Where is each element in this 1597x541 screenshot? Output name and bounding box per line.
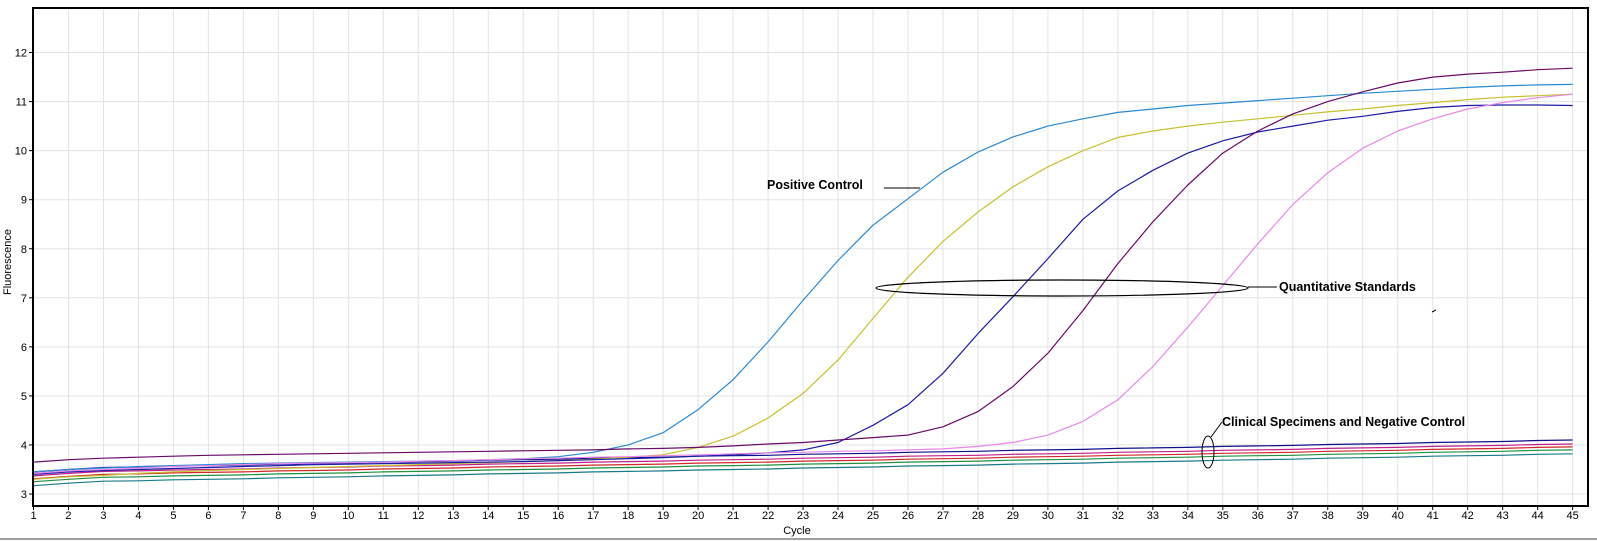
annotation-positive-control-label: Positive Control: [767, 178, 863, 192]
clinical-specimens-ellipse: [1201, 435, 1215, 469]
stray-mark: [1431, 309, 1437, 313]
x-tick-label: 19: [657, 510, 669, 522]
x-tick-label: 32: [1112, 510, 1124, 522]
y-tick-label: 11: [16, 97, 27, 109]
x-tick-label: 6: [205, 510, 211, 522]
annotation-clinical-specimens: Clinical Specimens and Negative Control: [1201, 415, 1465, 469]
x-tick-label: 4: [135, 510, 141, 522]
x-tick-label: 23: [797, 510, 809, 522]
annotation-clinical-specimens-label: Clinical Specimens and Negative Control: [1222, 415, 1465, 429]
series-line-8: [33, 446, 1573, 480]
x-tick-label: 42: [1462, 510, 1474, 522]
x-tick-label: 38: [1322, 510, 1334, 522]
y-tick-label: 7: [21, 293, 27, 305]
x-tick-label: 41: [1427, 510, 1439, 522]
x-tick-label: 30: [1042, 510, 1054, 522]
x-tick-label: 33: [1147, 510, 1159, 522]
series-line-9: [33, 449, 1573, 483]
quantitative-standards-ellipse: [875, 279, 1249, 297]
x-tick-label: 14: [482, 510, 494, 522]
x-tick-label: 39: [1357, 510, 1369, 522]
y-tick-label: 12: [15, 48, 27, 60]
x-tick-label: 7: [240, 510, 246, 522]
x-tick-label: 20: [692, 510, 704, 522]
x-tick-label: 5: [170, 510, 176, 522]
x-tick-label: 18: [622, 510, 634, 522]
x-tick-label: 45: [1566, 510, 1578, 522]
y-tick-label: 3: [21, 489, 27, 501]
x-tick-label: 29: [1007, 510, 1019, 522]
y-axis-title: Fluorescence: [2, 229, 14, 295]
plot-frame: [32, 7, 1589, 507]
series-line-10: [33, 453, 1573, 487]
x-axis-title: Cycle: [783, 525, 811, 537]
x-tick-label: 43: [1497, 510, 1509, 522]
x-tick-label: 11: [378, 510, 389, 522]
x-tick-label: 12: [412, 510, 424, 522]
y-tick-label: 6: [21, 342, 27, 354]
annotation-clinical-specimens-leader: [1210, 421, 1223, 438]
x-tick-label: 17: [587, 510, 599, 522]
x-tick-label: 26: [902, 510, 914, 522]
x-tick-label: 13: [447, 510, 459, 522]
x-tick-label: 16: [552, 510, 564, 522]
annotation-quantitative-standards-label: Quantitative Standards: [1279, 280, 1416, 294]
x-tick-label: 24: [832, 510, 844, 522]
x-tick-label: 37: [1287, 510, 1299, 522]
series-line-2: [33, 93, 1573, 480]
x-tick-label: 8: [275, 510, 281, 522]
x-tick-label: 40: [1392, 510, 1404, 522]
x-tick-label: 21: [727, 510, 739, 522]
x-axis-ticks: 1 2 3 4 5 6 7 8 9 10 11 12 13 14 15 16 17 18 19 20 21 22 23 24 2…: [30, 506, 1579, 522]
series-line-4: [33, 67, 1573, 463]
series-line-5: [33, 93, 1573, 474]
y-tick-label: 5: [21, 391, 27, 403]
grid: [33, 8, 1588, 506]
x-tick-label: 3: [100, 510, 106, 522]
x-tick-label: 44: [1532, 510, 1544, 522]
y-axis-ticks: 3 4 5 6 7 8 9 10 11 12: [15, 48, 33, 501]
x-tick-label: 31: [1077, 510, 1089, 522]
x-tick-label: 34: [1182, 510, 1194, 522]
y-tick-label: 10: [15, 146, 27, 158]
bottom-border: [0, 538, 1597, 540]
x-tick-label: 2: [65, 510, 71, 522]
annotation-positive-control: Positive Control: [767, 178, 920, 192]
y-tick-label: 8: [21, 244, 27, 256]
x-tick-label: 15: [517, 510, 529, 522]
x-tick-label: 27: [937, 510, 949, 522]
x-tick-label: 35: [1217, 510, 1229, 522]
series-line-3: [33, 104, 1573, 475]
x-tick-label: 22: [762, 510, 774, 522]
y-tick-label: 4: [21, 440, 27, 452]
x-tick-label: 36: [1252, 510, 1264, 522]
x-tick-label: 9: [310, 510, 316, 522]
y-tick-label: 9: [21, 195, 27, 207]
x-tick-label: 1: [30, 510, 36, 522]
series-group: [33, 67, 1573, 487]
annotation-quantitative-standards: Quantitative Standards: [875, 279, 1416, 297]
x-tick-label: 25: [867, 510, 879, 522]
x-tick-label: 28: [972, 510, 984, 522]
x-tick-label: 10: [342, 510, 354, 522]
